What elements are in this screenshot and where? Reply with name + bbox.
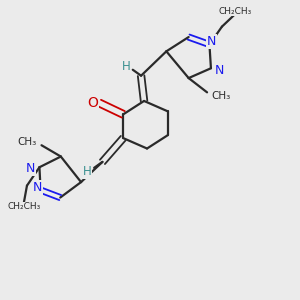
Text: N: N — [214, 64, 224, 76]
Text: CH₃: CH₃ — [17, 137, 37, 147]
Text: N: N — [33, 181, 42, 194]
Text: H: H — [82, 165, 91, 178]
Text: CH₃: CH₃ — [212, 91, 231, 101]
Text: O: O — [88, 96, 98, 110]
Text: N: N — [206, 35, 216, 48]
Text: CH₂CH₃: CH₂CH₃ — [218, 7, 252, 16]
Text: H: H — [122, 60, 130, 73]
Text: CH₂CH₃: CH₂CH₃ — [8, 202, 41, 211]
Text: N: N — [26, 162, 35, 175]
